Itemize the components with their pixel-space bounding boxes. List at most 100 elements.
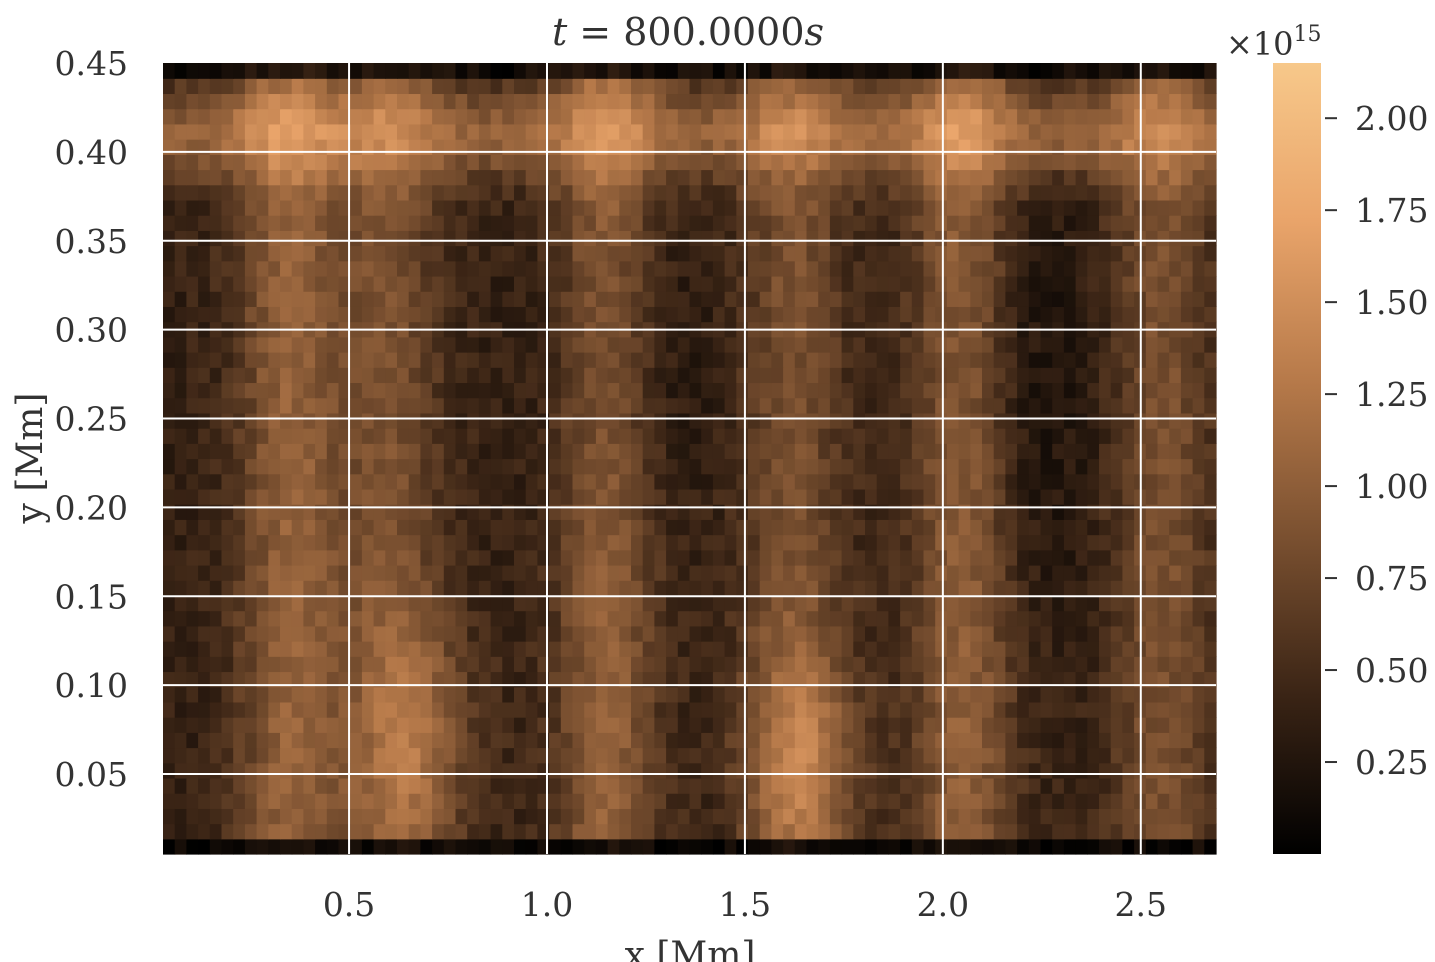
- heatmap-cell: [759, 762, 772, 779]
- heatmap-cell: [291, 564, 304, 581]
- heatmap-cell: [970, 352, 983, 368]
- heatmap-cell: [361, 488, 375, 505]
- heatmap-cell: [303, 63, 316, 79]
- heatmap-cell: [993, 838, 1006, 855]
- heatmap-cell: [560, 412, 574, 429]
- heatmap-cell: [993, 732, 1006, 749]
- heatmap-cell: [1052, 519, 1065, 536]
- heatmap-cell: [701, 747, 714, 764]
- heatmap-cell: [397, 458, 410, 475]
- heatmap-cell: [432, 823, 445, 840]
- heatmap-cell: [771, 717, 784, 733]
- heatmap-cell: [923, 443, 936, 460]
- heatmap-cell: [163, 428, 176, 444]
- heatmap-cell: [876, 306, 889, 323]
- heatmap-cell: [478, 641, 492, 657]
- heatmap-cell: [993, 397, 1006, 414]
- heatmap-cell: [1145, 245, 1159, 262]
- heatmap-cell: [595, 747, 609, 764]
- heatmap-cell: [595, 488, 609, 505]
- heatmap-cell: [794, 336, 808, 353]
- heatmap-cell: [935, 732, 948, 749]
- heatmap-cell: [420, 732, 433, 749]
- heatmap-cell: [607, 625, 620, 642]
- heatmap-cell: [642, 580, 655, 596]
- heatmap-cell: [677, 275, 691, 292]
- heatmap-cell: [619, 382, 632, 399]
- heatmap-cell: [1087, 260, 1100, 277]
- heatmap-cell: [1052, 671, 1065, 688]
- heatmap-cell: [1204, 671, 1217, 688]
- heatmap-cell: [677, 230, 691, 247]
- heatmap-cell: [420, 367, 433, 384]
- heatmap-cell: [572, 306, 585, 323]
- heatmap-cell: [572, 793, 585, 809]
- heatmap-cell: [514, 245, 527, 262]
- heatmap-cell: [1005, 352, 1018, 368]
- heatmap-cell: [1169, 169, 1182, 186]
- heatmap-cell: [502, 184, 515, 201]
- heatmap-cell: [654, 336, 667, 353]
- heatmap-cell: [865, 443, 878, 460]
- heatmap-cell: [748, 717, 761, 733]
- heatmap-cell: [923, 108, 936, 125]
- heatmap-cell: [1157, 245, 1170, 262]
- heatmap-cell: [549, 245, 562, 262]
- heatmap-cell: [467, 808, 480, 825]
- title-equation: = 800.0000: [567, 10, 804, 54]
- heatmap-cell: [385, 215, 398, 231]
- heatmap-cell: [209, 458, 223, 475]
- heatmap-cell: [1110, 458, 1123, 475]
- heatmap-cell: [619, 747, 632, 764]
- heatmap-cell: [174, 260, 187, 277]
- heatmap-cell: [1028, 564, 1042, 581]
- heatmap-cell: [841, 701, 854, 718]
- heatmap-cell: [970, 412, 983, 429]
- heatmap-cell: [1192, 686, 1205, 703]
- heatmap-cell: [970, 78, 983, 95]
- heatmap-cell: [244, 580, 258, 596]
- heatmap-cell: [759, 184, 772, 201]
- heatmap-cell: [361, 245, 375, 262]
- heatmap-cell: [1099, 382, 1112, 399]
- heatmap-cell: [373, 260, 386, 277]
- heatmap-cell: [900, 762, 913, 779]
- heatmap-cell: [291, 199, 304, 216]
- heatmap-cell: [373, 823, 386, 840]
- heatmap-cell: [607, 78, 620, 95]
- heatmap-cell: [1063, 352, 1077, 368]
- heatmap-cell: [759, 93, 772, 110]
- heatmap-cell: [268, 336, 281, 353]
- heatmap-cell: [642, 336, 655, 353]
- heatmap-cell: [244, 428, 258, 444]
- heatmap-cell: [338, 625, 351, 642]
- heatmap-cell: [958, 519, 971, 536]
- heatmap-cell: [1204, 549, 1217, 566]
- heatmap-cell: [420, 123, 433, 140]
- heatmap-cell: [256, 154, 269, 171]
- heatmap-cell: [595, 762, 609, 779]
- heatmap-cell: [221, 838, 234, 855]
- heatmap-cell: [478, 260, 492, 277]
- heatmap-cell: [268, 793, 281, 809]
- heatmap-cell: [1204, 534, 1217, 551]
- heatmap-cell: [1099, 93, 1112, 110]
- heatmap-cell: [1028, 519, 1042, 536]
- heatmap-cell: [244, 291, 258, 307]
- heatmap-cell: [174, 595, 187, 612]
- heatmap-cell: [794, 123, 808, 140]
- heatmap-cell: [946, 260, 960, 277]
- heatmap-cell: [677, 656, 691, 673]
- heatmap-cell: [326, 412, 340, 429]
- heatmap-cell: [666, 686, 679, 703]
- heatmap-cell: [315, 808, 328, 825]
- heatmap-cell: [923, 367, 936, 384]
- heatmap-cell: [326, 580, 340, 596]
- heatmap-cell: [1145, 747, 1159, 764]
- heatmap-cell: [607, 245, 620, 262]
- heatmap-cell: [467, 382, 480, 399]
- heatmap-cell: [186, 534, 199, 551]
- heatmap-cell: [1180, 534, 1194, 551]
- heatmap-cell: [1204, 701, 1217, 718]
- heatmap-cell: [1157, 306, 1170, 323]
